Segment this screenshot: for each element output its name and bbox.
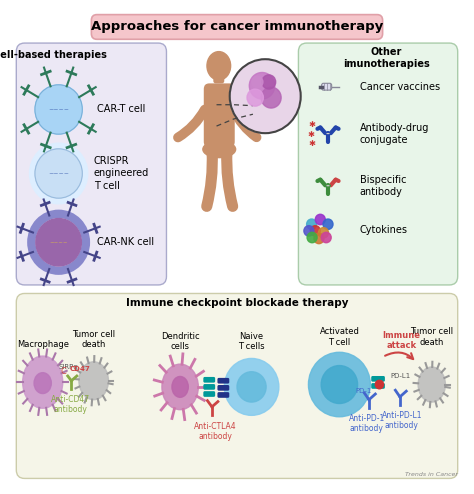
Text: Trends in Cancer: Trends in Cancer	[405, 472, 458, 477]
Text: Anti-CTLA4
antibody: Anti-CTLA4 antibody	[194, 421, 237, 441]
FancyBboxPatch shape	[213, 70, 224, 83]
Circle shape	[35, 85, 82, 134]
Ellipse shape	[203, 141, 236, 158]
Ellipse shape	[418, 367, 446, 402]
Text: CRISPR
engineered
T cell: CRISPR engineered T cell	[94, 156, 149, 191]
Text: Bispecific
antibody: Bispecific antibody	[360, 175, 406, 198]
FancyBboxPatch shape	[16, 43, 166, 285]
Text: Macrophage: Macrophage	[17, 340, 69, 349]
Circle shape	[252, 76, 263, 87]
Text: Anti-PD-L1
antibody: Anti-PD-L1 antibody	[382, 411, 422, 430]
Circle shape	[29, 143, 88, 204]
Text: Anti-PD-1
antibody: Anti-PD-1 antibody	[348, 414, 385, 433]
Circle shape	[319, 228, 328, 238]
FancyBboxPatch shape	[218, 392, 229, 398]
Circle shape	[314, 233, 324, 244]
Text: Tumor cell
death: Tumor cell death	[72, 329, 115, 349]
Text: Antibody-drug
conjugate: Antibody-drug conjugate	[360, 123, 429, 145]
Text: ~~~~: ~~~~	[48, 171, 69, 176]
Circle shape	[237, 371, 266, 402]
FancyBboxPatch shape	[322, 83, 332, 90]
Text: Other
imunotherapies: Other imunotherapies	[343, 47, 429, 70]
FancyBboxPatch shape	[218, 385, 229, 391]
Text: CD47: CD47	[70, 367, 90, 372]
Circle shape	[224, 359, 279, 415]
Text: PD-1: PD-1	[356, 388, 372, 394]
Circle shape	[247, 89, 264, 106]
FancyBboxPatch shape	[218, 378, 229, 383]
Circle shape	[375, 380, 383, 389]
Text: ✱: ✱	[308, 129, 315, 139]
Circle shape	[310, 226, 320, 236]
Ellipse shape	[207, 51, 231, 80]
Ellipse shape	[23, 356, 63, 408]
Ellipse shape	[162, 364, 198, 410]
Text: CAR-NK cell: CAR-NK cell	[97, 237, 154, 247]
Text: Cytokines: Cytokines	[360, 225, 408, 236]
Circle shape	[307, 219, 317, 229]
FancyBboxPatch shape	[204, 83, 235, 147]
Text: ~~~~: ~~~~	[48, 107, 69, 112]
Circle shape	[323, 219, 333, 229]
Circle shape	[307, 232, 317, 243]
FancyBboxPatch shape	[371, 383, 385, 389]
Text: Immune checkpoint blockade therapy: Immune checkpoint blockade therapy	[126, 298, 348, 308]
Circle shape	[249, 73, 275, 99]
Circle shape	[36, 218, 82, 266]
Ellipse shape	[79, 362, 109, 400]
Ellipse shape	[172, 376, 188, 397]
FancyBboxPatch shape	[203, 377, 215, 383]
Text: ✱: ✱	[309, 120, 316, 129]
Circle shape	[315, 214, 325, 225]
Circle shape	[304, 226, 314, 236]
Text: Dendritic
cells: Dendritic cells	[161, 332, 200, 351]
Text: Tumor cell
death: Tumor cell death	[410, 327, 453, 347]
FancyBboxPatch shape	[371, 376, 385, 382]
FancyBboxPatch shape	[91, 15, 383, 40]
Circle shape	[261, 87, 281, 108]
Text: Approaches for cancer immunotherapy: Approaches for cancer immunotherapy	[91, 20, 383, 34]
Circle shape	[309, 352, 370, 417]
FancyBboxPatch shape	[16, 293, 458, 478]
Circle shape	[262, 75, 276, 89]
Ellipse shape	[34, 372, 51, 394]
FancyBboxPatch shape	[203, 384, 215, 390]
Text: Cell-based therapies: Cell-based therapies	[0, 50, 108, 60]
Text: C: C	[60, 367, 66, 376]
FancyBboxPatch shape	[203, 391, 215, 397]
Circle shape	[321, 366, 357, 404]
Text: Activated
T cell: Activated T cell	[319, 327, 359, 347]
Circle shape	[35, 149, 82, 198]
FancyBboxPatch shape	[326, 132, 330, 135]
Text: Cancer vaccines: Cancer vaccines	[360, 82, 440, 92]
Text: CAR-T cell: CAR-T cell	[97, 104, 145, 115]
Text: SIRPα: SIRPα	[59, 364, 79, 370]
Text: ✱: ✱	[309, 139, 316, 148]
Text: Anti-CD47
antibody: Anti-CD47 antibody	[50, 395, 90, 414]
Text: ~~~~: ~~~~	[49, 240, 68, 245]
Text: PD-L1: PD-L1	[390, 373, 410, 379]
Circle shape	[321, 232, 331, 243]
Text: Immune
attack: Immune attack	[383, 331, 421, 350]
Circle shape	[230, 59, 301, 133]
Text: Naive
T cells: Naive T cells	[238, 332, 265, 351]
FancyBboxPatch shape	[299, 43, 458, 285]
FancyBboxPatch shape	[326, 185, 330, 187]
